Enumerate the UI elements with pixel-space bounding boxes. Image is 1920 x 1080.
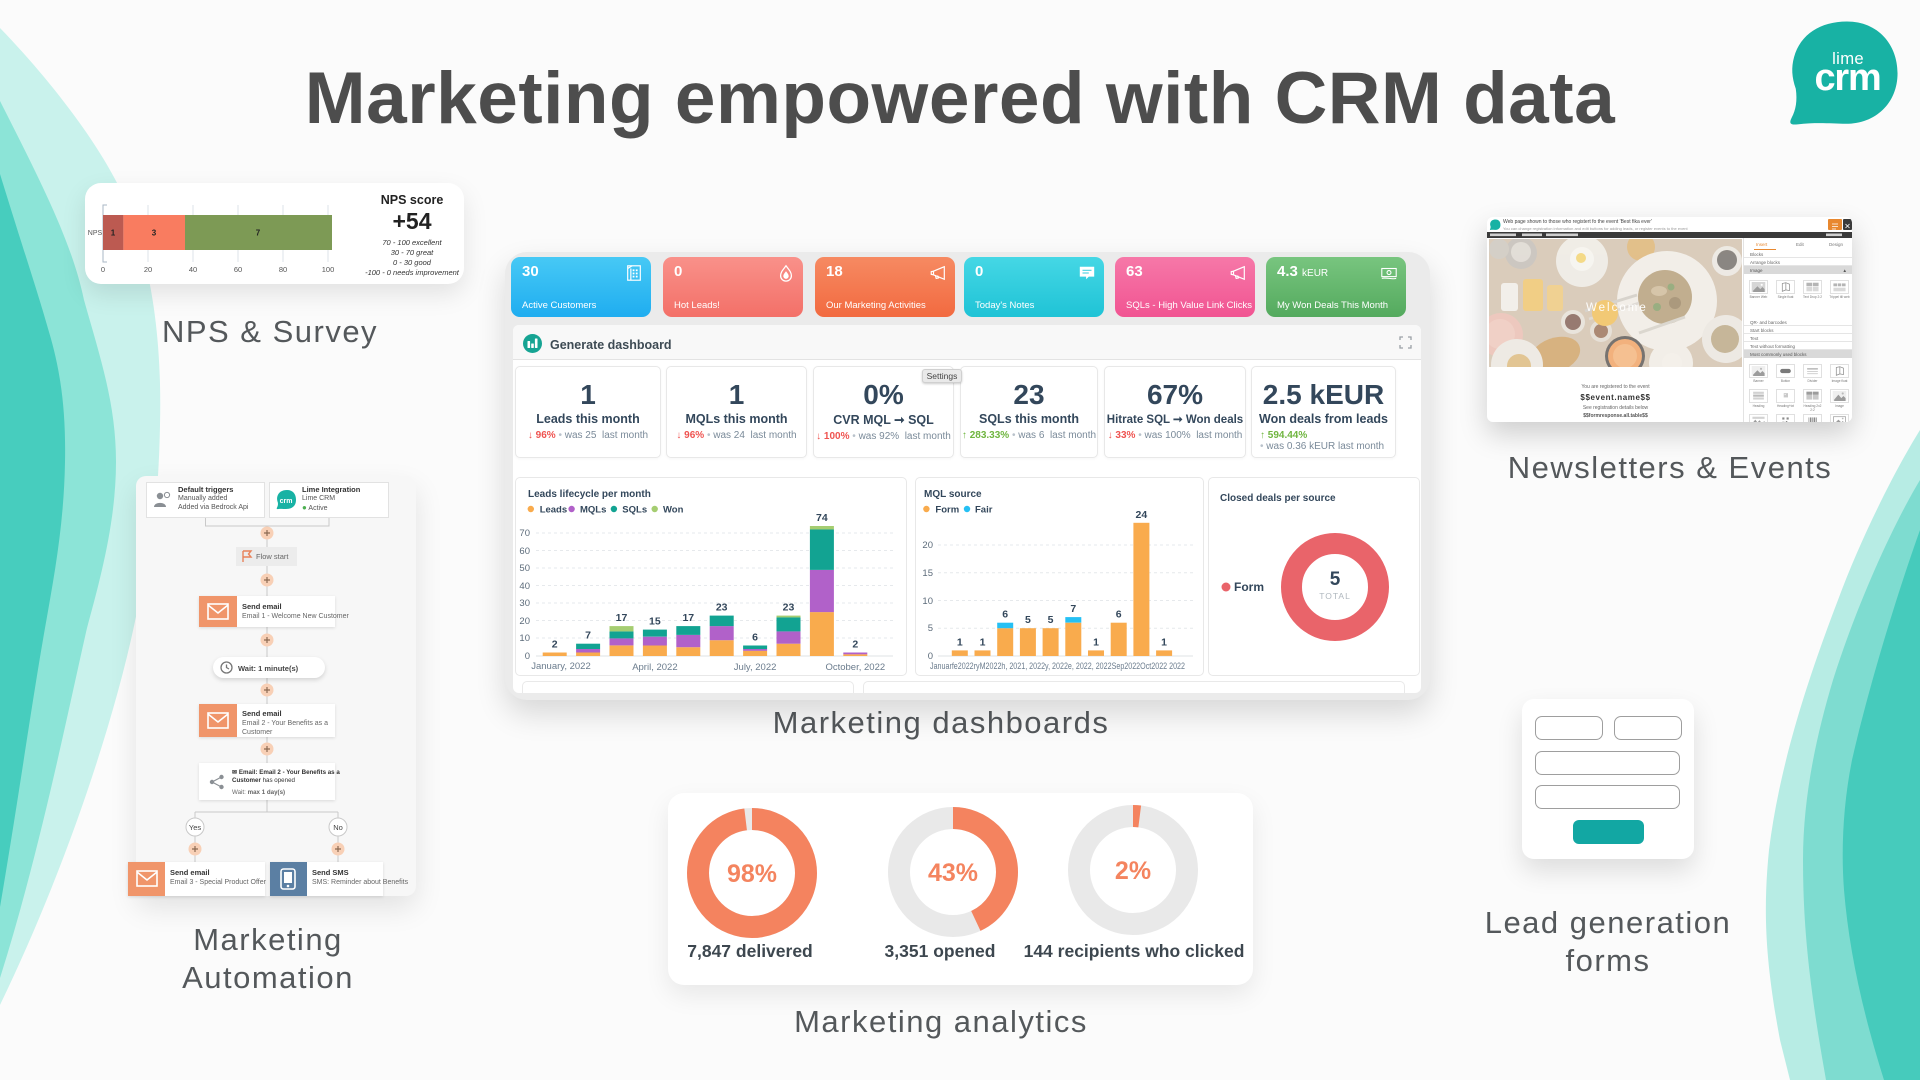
svg-text:20: 20 <box>922 540 933 551</box>
svg-text:50: 50 <box>519 563 530 574</box>
svg-text:0: 0 <box>101 265 105 274</box>
svg-text:crm: crm <box>1814 57 1880 99</box>
svg-text:1: 1 <box>980 636 986 648</box>
svg-text:15: 15 <box>922 568 933 579</box>
svg-text:7,847 delivered: 7,847 delivered <box>687 941 813 961</box>
svg-text:1: 1 <box>1161 636 1167 648</box>
svg-text:6: 6 <box>1002 609 1008 621</box>
svg-text:NPS: NPS <box>88 230 103 237</box>
svg-text:1: 1 <box>957 636 963 648</box>
svg-text:Leads: Leads <box>540 505 567 516</box>
svg-text:20: 20 <box>144 265 152 274</box>
svg-text:+54: +54 <box>392 208 431 234</box>
svg-text:2%: 2% <box>1115 857 1151 885</box>
svg-text:April, 2022: April, 2022 <box>632 662 677 673</box>
svg-text:5: 5 <box>1025 614 1031 626</box>
svg-text:60: 60 <box>519 546 530 557</box>
svg-text:MQLs: MQLs <box>580 505 606 516</box>
svg-text:0 - 30 good: 0 - 30 good <box>393 258 432 267</box>
svg-text:7: 7 <box>1070 603 1076 615</box>
svg-text:70 - 100 excellent: 70 - 100 excellent <box>382 238 442 247</box>
svg-text:0: 0 <box>525 651 530 662</box>
svg-text:30: 30 <box>519 598 530 609</box>
svg-text:23: 23 <box>716 602 728 614</box>
svg-text:20: 20 <box>519 616 530 627</box>
svg-text:15: 15 <box>649 616 661 628</box>
svg-text:0: 0 <box>928 651 933 662</box>
svg-text:Form: Form <box>935 505 959 516</box>
svg-text:7: 7 <box>585 630 591 642</box>
svg-text:144 recipients who clicked: 144 recipients who clicked <box>1024 941 1245 961</box>
svg-text:6: 6 <box>1116 609 1122 621</box>
svg-text:80: 80 <box>279 265 287 274</box>
svg-text:Fair: Fair <box>975 505 993 516</box>
svg-text:60: 60 <box>234 265 242 274</box>
svg-text:74: 74 <box>816 512 828 524</box>
svg-text:SQLs: SQLs <box>622 505 647 516</box>
svg-text:23: 23 <box>783 602 795 614</box>
svg-text:10: 10 <box>519 633 530 644</box>
svg-text:6: 6 <box>752 632 758 644</box>
svg-text:98%: 98% <box>727 860 777 888</box>
svg-text:40: 40 <box>519 581 530 592</box>
svg-text:July, 2022: July, 2022 <box>734 662 777 673</box>
svg-text:3: 3 <box>152 229 157 238</box>
svg-text:January, 2022: January, 2022 <box>531 661 591 672</box>
svg-text:crm: crm <box>280 498 293 505</box>
svg-text:Leads lifecycle per month: Leads lifecycle per month <box>528 489 651 500</box>
svg-text:-100 - 0 needs improvement: -100 - 0 needs improvement <box>365 268 460 277</box>
svg-text:TOTAL: TOTAL <box>1319 591 1351 601</box>
svg-text:2: 2 <box>852 639 858 651</box>
svg-text:100: 100 <box>322 265 335 274</box>
svg-text:October, 2022: October, 2022 <box>825 662 885 673</box>
svg-text:1: 1 <box>111 229 116 238</box>
svg-text:30 - 70 great: 30 - 70 great <box>391 248 434 257</box>
svg-text:Yes: Yes <box>189 823 201 832</box>
svg-text:MQL source: MQL source <box>924 489 982 500</box>
svg-text:7: 7 <box>256 229 261 238</box>
svg-text:24: 24 <box>1136 509 1148 521</box>
svg-text:Won: Won <box>663 505 684 516</box>
svg-text:No: No <box>333 823 343 832</box>
svg-text:Closed deals per source: Closed deals per source <box>1220 493 1336 504</box>
svg-text:Januarfe2022ryM2022h, 2021, 20: Januarfe2022ryM2022h, 2021, 2022y, 2022e… <box>930 661 1185 671</box>
svg-text:Welcome: Welcome <box>1586 302 1648 314</box>
svg-text:5: 5 <box>1048 614 1054 626</box>
svg-text:2: 2 <box>552 639 558 651</box>
svg-text:lime: lime <box>1832 49 1864 68</box>
svg-text:3,351 opened: 3,351 opened <box>885 941 996 961</box>
svg-text:10: 10 <box>922 596 933 607</box>
svg-text:17: 17 <box>682 612 694 624</box>
svg-text:70: 70 <box>519 528 530 539</box>
svg-text:NPS score: NPS score <box>381 193 444 207</box>
svg-text:17: 17 <box>616 612 628 624</box>
svg-text:40: 40 <box>189 265 197 274</box>
svg-text:5: 5 <box>928 623 933 634</box>
svg-text:Form: Form <box>1234 580 1264 594</box>
svg-text:43%: 43% <box>928 859 978 887</box>
svg-text:5: 5 <box>1330 569 1341 590</box>
svg-text:1: 1 <box>1093 636 1099 648</box>
